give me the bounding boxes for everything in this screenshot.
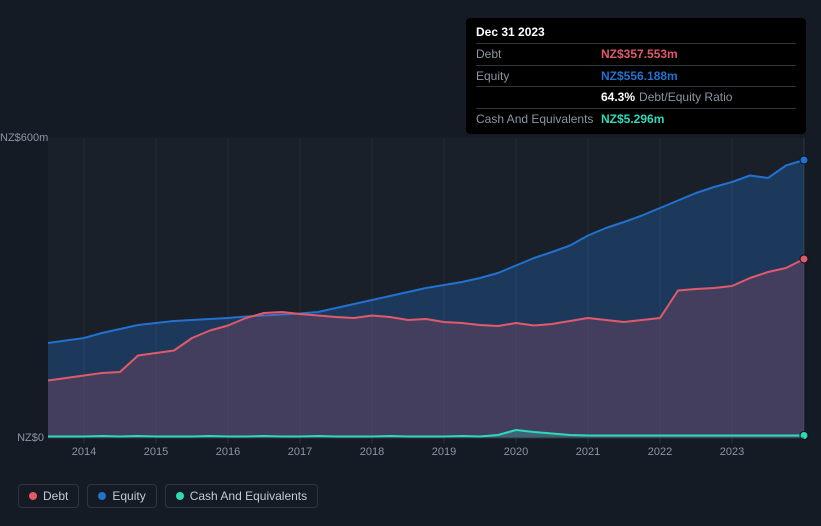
legend-dot-icon	[29, 492, 37, 500]
y-tick-label: NZ$0	[0, 432, 44, 444]
chart-container: Dec 31 2023 DebtNZ$357.553mEquityNZ$556.…	[0, 0, 821, 526]
legend-label: Equity	[112, 489, 145, 503]
x-tick-label: 2023	[720, 446, 744, 458]
y-tick-label: NZ$600m	[0, 132, 44, 144]
legend-dot-icon	[98, 492, 106, 500]
x-tick-label: 2020	[504, 446, 528, 458]
x-tick-label: 2015	[144, 446, 168, 458]
x-axis-ticks: 2014 2015 2016 2017 2018 2019 2020 2021 2022 2023	[0, 446, 821, 462]
legend: Debt Equity Cash And Equivalents	[18, 484, 318, 508]
equity-legend[interactable]: Equity	[87, 484, 156, 508]
x-tick-label: 2022	[648, 446, 672, 458]
legend-dot-icon	[176, 492, 184, 500]
x-tick-label: 2016	[216, 446, 240, 458]
x-tick-label: 2021	[576, 446, 600, 458]
x-tick-label: 2019	[432, 446, 456, 458]
debt-legend[interactable]: Debt	[18, 484, 79, 508]
legend-label: Debt	[43, 489, 68, 503]
legend-label: Cash And Equivalents	[190, 489, 307, 503]
cash-legend[interactable]: Cash And Equivalents	[165, 484, 318, 508]
x-tick-label: 2018	[360, 446, 384, 458]
x-tick-label: 2017	[288, 446, 312, 458]
x-tick-label: 2014	[72, 446, 96, 458]
